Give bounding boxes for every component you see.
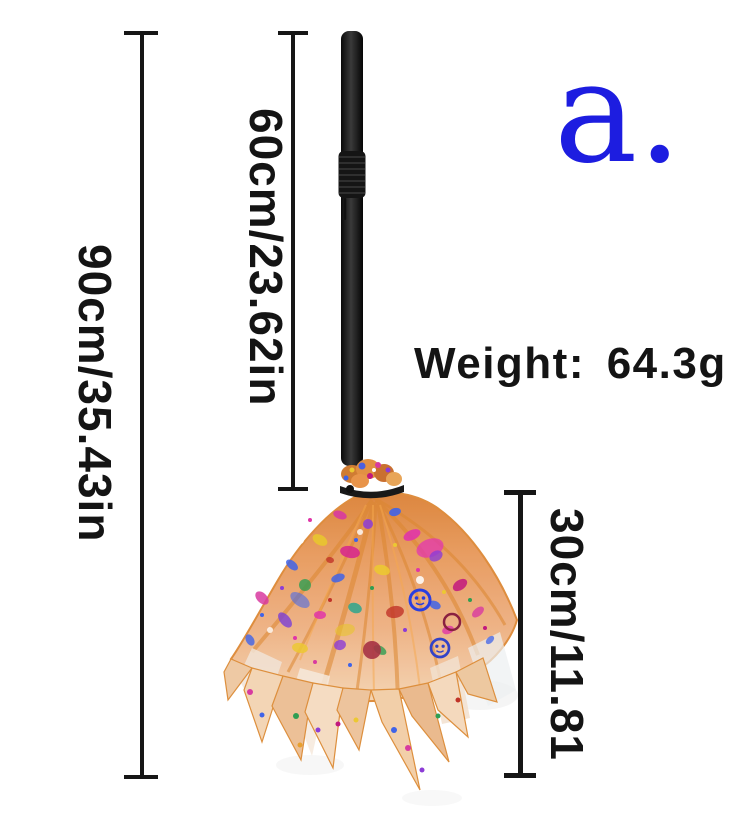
pumpkin-print-crimson	[442, 612, 462, 632]
pumpkin-face-print-blue	[408, 588, 432, 612]
dimension-line	[518, 492, 523, 776]
weight-text: Weight: 64.3g	[414, 339, 727, 388]
broom-handle	[338, 31, 366, 466]
binding-cord	[340, 485, 404, 499]
dimension-cap-bottom	[124, 775, 158, 779]
figure-label: a.	[554, 32, 682, 195]
pumpkin-face-print-blue-2	[429, 637, 451, 659]
dimension-label-head: 30cm/11.81	[541, 508, 593, 762]
dimension-cap-bottom	[504, 773, 536, 778]
pumpkin-print-red	[363, 641, 381, 659]
dimension-line	[140, 33, 144, 777]
strip-print-dots	[247, 689, 461, 773]
dimension-label-overall: 90cm/35.43in	[69, 244, 121, 543]
dimension-line	[291, 33, 295, 489]
handle-grip-ridges	[338, 151, 366, 220]
broom-binding-knot	[340, 459, 404, 499]
dimension-cap-bottom	[278, 487, 308, 491]
dimension-label-handle: 60cm/23.62in	[240, 108, 292, 407]
foil-print-splotches	[245, 507, 495, 667]
broom-bristle-strips	[223, 632, 516, 791]
tiny-specks	[260, 518, 487, 667]
